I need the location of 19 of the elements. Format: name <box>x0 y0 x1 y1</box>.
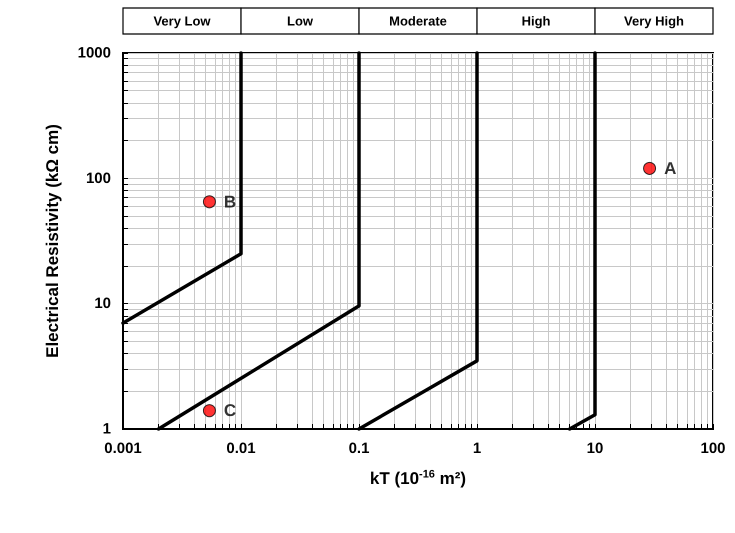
text: Very High <box>624 14 684 28</box>
series-label: A <box>664 158 676 178</box>
series-label: B <box>224 192 236 212</box>
y-tick-label: 100 <box>86 170 111 187</box>
y-tick-label: 10 <box>94 295 111 312</box>
x-tick-label: 0.001 <box>104 440 142 457</box>
text: Low <box>287 14 314 28</box>
x-tick-label: 0.01 <box>226 440 256 457</box>
x-tick-label: 100 <box>700 440 726 457</box>
text: Moderate <box>389 14 447 28</box>
y-tick-label: 1 <box>102 420 111 438</box>
y-tick-label: 1000 <box>78 44 111 62</box>
y-axis-title: Electrical Resistivity (kΩ cm) <box>43 124 62 358</box>
x-tick-label: 0.1 <box>348 440 370 457</box>
x-tick-label: 1 <box>472 440 482 457</box>
x-tick-label: 10 <box>586 440 604 457</box>
text: Very Low <box>153 14 212 28</box>
text: High <box>522 14 550 28</box>
series-label: C <box>224 401 236 420</box>
